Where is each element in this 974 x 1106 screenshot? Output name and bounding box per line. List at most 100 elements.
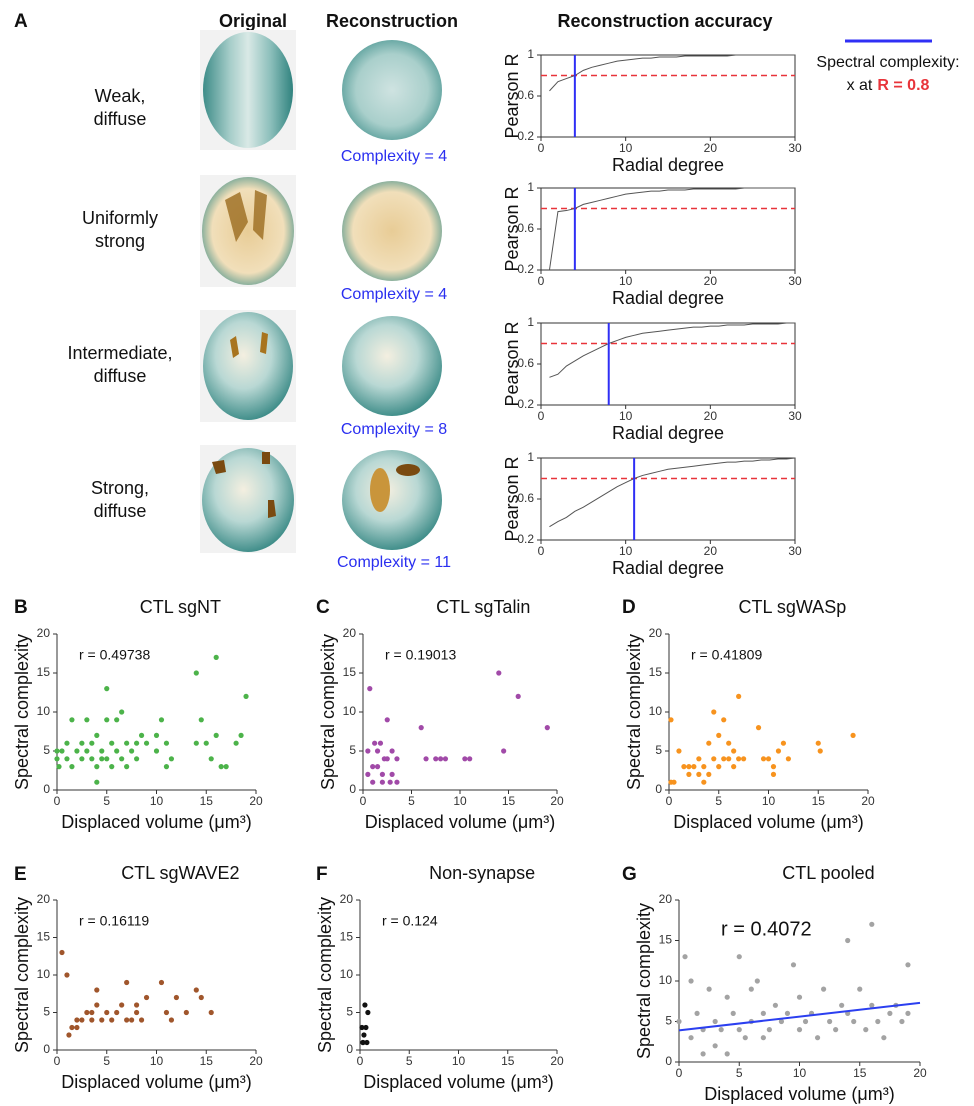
point <box>119 709 124 714</box>
point <box>134 741 139 746</box>
point <box>199 717 204 722</box>
x-tick-label: 20 <box>704 409 718 423</box>
point <box>104 717 109 722</box>
point <box>169 1017 174 1022</box>
point <box>850 733 855 738</box>
point <box>496 670 501 675</box>
point <box>863 1027 868 1032</box>
x-tick-label: 10 <box>150 1054 164 1068</box>
x-tick-label: 0 <box>357 1054 364 1068</box>
point <box>84 717 89 722</box>
reconstruction-image <box>342 40 442 140</box>
y-axis-label: Spectral complexity <box>624 634 644 790</box>
point <box>134 756 139 761</box>
y-tick-label: 1 <box>527 315 534 329</box>
point <box>119 756 124 761</box>
point <box>64 756 69 761</box>
point <box>716 764 721 769</box>
point <box>815 1035 820 1040</box>
point <box>711 756 716 761</box>
point <box>726 756 731 761</box>
point <box>701 780 706 785</box>
point <box>786 756 791 761</box>
point <box>214 733 219 738</box>
point <box>109 1017 114 1022</box>
point <box>109 741 114 746</box>
complexity-label: Complexity = 11 <box>337 554 451 571</box>
point <box>467 756 472 761</box>
y-tick-label: 10 <box>649 704 663 718</box>
point <box>204 741 209 746</box>
point <box>857 987 862 992</box>
point <box>84 1010 89 1015</box>
point <box>433 756 438 761</box>
point <box>773 1003 778 1008</box>
point <box>706 772 711 777</box>
x-tick-label: 0 <box>538 544 545 558</box>
figure: A Original Reconstruction Reconstruction… <box>0 0 974 1106</box>
legend-text: x atR = 0.8 <box>847 77 930 94</box>
reconstruction-image <box>342 181 442 281</box>
point <box>827 1019 832 1024</box>
point <box>124 764 129 769</box>
point <box>743 1035 748 1040</box>
point <box>736 756 741 761</box>
point <box>668 717 673 722</box>
point <box>756 725 761 730</box>
x-tick-label: 30 <box>788 544 802 558</box>
image-detail <box>370 468 390 512</box>
y-tick-label: 5 <box>43 743 50 757</box>
y-tick-label: 0 <box>655 782 662 796</box>
x-tick-label: 10 <box>619 274 633 288</box>
point <box>209 1010 214 1015</box>
point <box>365 772 370 777</box>
point <box>737 1027 742 1032</box>
point <box>851 1019 856 1024</box>
point <box>881 1035 886 1040</box>
y-tick-label: 5 <box>349 743 356 757</box>
y-tick-label: 20 <box>37 626 51 640</box>
x-axis-label: Radial degree <box>612 423 724 443</box>
point <box>781 741 786 746</box>
x-tick-label: 20 <box>550 1054 564 1068</box>
point <box>94 764 99 769</box>
x-tick-label: 0 <box>54 1054 61 1068</box>
point <box>134 1002 139 1007</box>
x-tick-label: 20 <box>249 1054 263 1068</box>
x-tick-label: 0 <box>54 794 61 808</box>
point <box>114 717 119 722</box>
reconstruction-image <box>342 316 442 416</box>
point <box>119 1002 124 1007</box>
point <box>375 748 380 753</box>
x-tick-label: 30 <box>788 409 802 423</box>
y-tick-label: 20 <box>649 626 663 640</box>
row-label: Weak, <box>95 86 146 106</box>
page: {"figure": { "panel_labels": ["A", "B", … <box>0 0 974 1106</box>
x-tick-label: 15 <box>501 1054 515 1068</box>
point <box>438 756 443 761</box>
x-tick-label: 5 <box>103 794 110 808</box>
x-tick-label: 10 <box>619 409 633 423</box>
y-tick-label: 0 <box>665 1054 672 1068</box>
point <box>129 748 134 753</box>
y-tick-label: 0 <box>43 1042 50 1056</box>
point <box>771 772 776 777</box>
point <box>79 1017 84 1022</box>
row-label: strong <box>95 231 145 251</box>
y-axis-label: Pearson R <box>502 456 522 541</box>
point <box>214 655 219 660</box>
point <box>701 764 706 769</box>
chart-title: CTL sgTalin <box>436 597 530 617</box>
row-label: diffuse <box>94 109 147 129</box>
x-tick-label: 20 <box>704 544 718 558</box>
y-axis-label: Spectral complexity <box>318 634 338 790</box>
point <box>154 748 159 753</box>
x-tick-label: 0 <box>538 274 545 288</box>
point <box>159 717 164 722</box>
x-tick-label: 30 <box>788 141 802 155</box>
point <box>54 748 59 753</box>
point <box>89 756 94 761</box>
point <box>785 1011 790 1016</box>
panel-letter: E <box>14 864 27 885</box>
point <box>104 686 109 691</box>
